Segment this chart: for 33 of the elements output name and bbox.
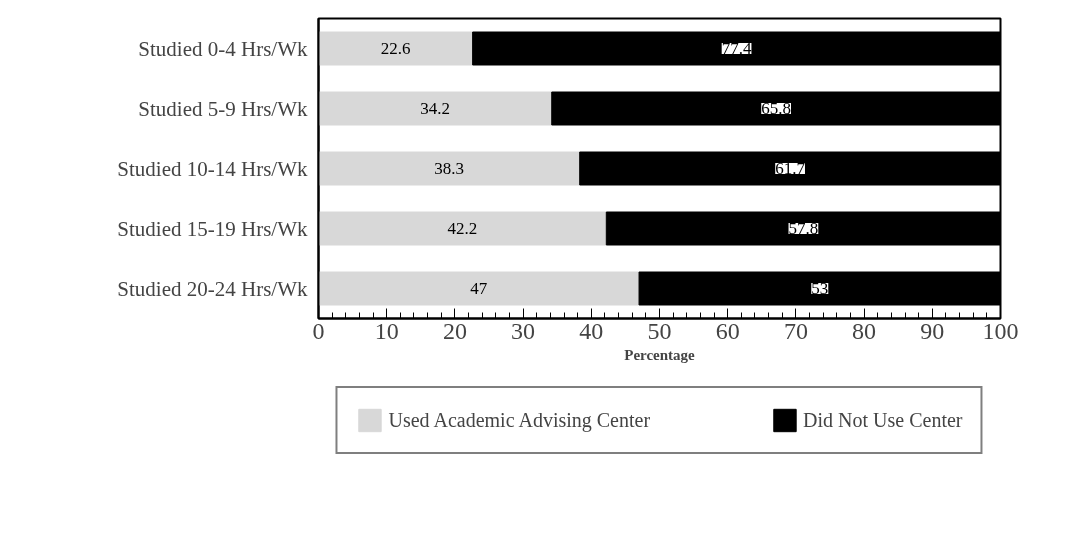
y-tick-label: Studied 0-4 Hrs/Wk (138, 36, 308, 61)
x-tick-label: 90 (920, 317, 945, 344)
data-label: 38.3 (434, 159, 464, 178)
data-label: 57.8 (788, 219, 819, 238)
x-tick-label: 50 (647, 317, 672, 344)
legend-label: Did Not Use Center (803, 408, 963, 432)
x-tick-label: 60 (715, 317, 740, 344)
x-tick-label: 100 (982, 317, 1019, 344)
x-tick-label: 70 (783, 317, 808, 344)
bar (318, 91, 553, 126)
x-tick-label: 20 (442, 317, 467, 344)
data-label: 61.7 (775, 159, 806, 178)
legend-label: Used Academic Advising Center (388, 408, 651, 432)
bar (318, 211, 607, 246)
y-tick-label: Studied 5-9 Hrs/Wk (138, 96, 308, 121)
data-label: 47 (470, 279, 488, 298)
x-tick-label: 40 (579, 317, 604, 344)
bar (318, 31, 474, 66)
x-tick-label: 30 (511, 317, 536, 344)
data-label: 53 (811, 279, 829, 298)
data-label: 22.6 (380, 39, 411, 58)
x-axis-title: Percentage (624, 346, 696, 363)
x-tick-label: 0 (312, 317, 325, 344)
y-tick-label: Studied 20-24 Hrs/Wk (117, 276, 308, 301)
data-label: 34.2 (420, 99, 450, 118)
x-tick-label: 10 (374, 317, 399, 344)
x-tick-label: 80 (852, 317, 877, 344)
bar (318, 271, 640, 306)
data-label: 42.2 (447, 219, 478, 238)
y-tick-label: Studied 10-14 Hrs/Wk (117, 156, 308, 181)
data-label: 65.8 (761, 99, 791, 118)
y-tick-label: Studied 15-19 Hrs/Wk (117, 216, 308, 241)
bar (318, 151, 581, 186)
